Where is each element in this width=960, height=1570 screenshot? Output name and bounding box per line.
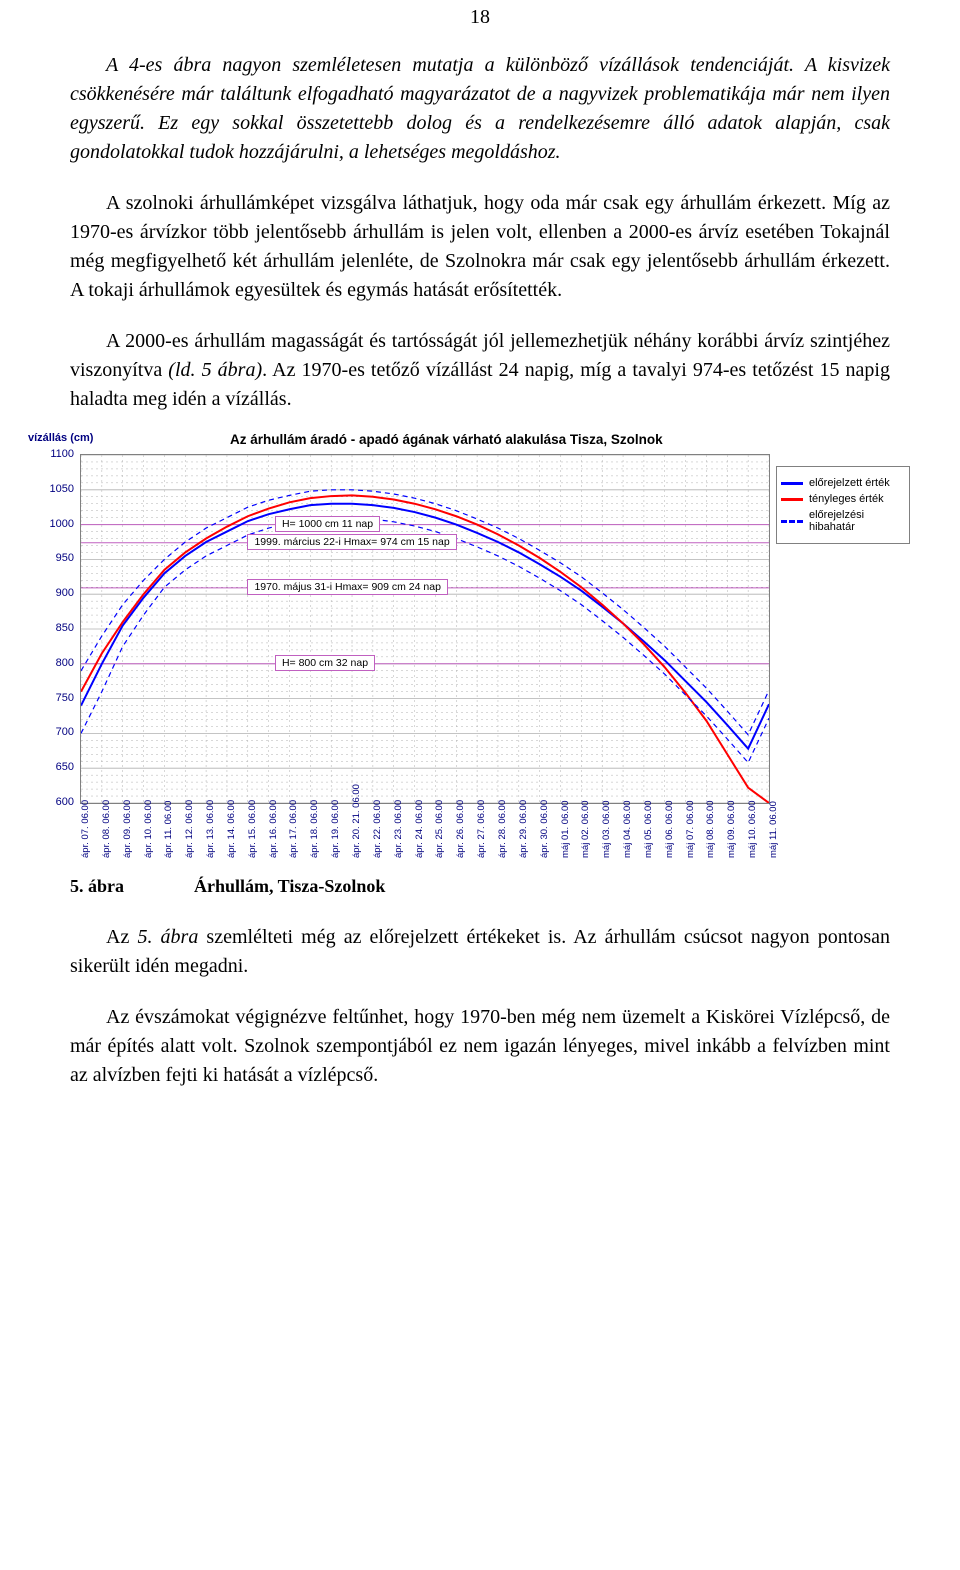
y-tick: 950: [56, 552, 74, 564]
y-tick: 650: [56, 761, 74, 773]
legend-item: előrejelzett érték: [781, 477, 905, 489]
x-tick: ápr. 10. 06.00: [143, 800, 154, 858]
x-tick: ápr. 26. 06.00: [455, 800, 466, 858]
x-tick: ápr. 15. 06.00: [247, 800, 258, 858]
annotation-box: H= 800 cm 32 nap: [275, 655, 375, 671]
x-tick: máj 01. 06.00: [560, 800, 571, 858]
x-tick: máj 07. 06.00: [685, 800, 696, 858]
y-tick: 600: [56, 796, 74, 808]
paragraph-3: A 2000-es árhullám magasságát és tartóss…: [70, 327, 890, 414]
x-tick: ápr. 18. 06.00: [309, 800, 320, 858]
x-tick: ápr. 07. 06.00: [80, 800, 91, 858]
y-tick: 900: [56, 587, 74, 599]
x-tick: máj 08. 06.00: [705, 800, 716, 858]
x-tick: ápr. 11. 06.00: [163, 801, 174, 858]
x-tick: máj 04. 06.00: [622, 800, 633, 858]
x-tick: ápr. 22. 06.00: [372, 800, 383, 858]
x-tick: ápr. 27. 06.00: [476, 800, 487, 858]
y-tick: 850: [56, 622, 74, 634]
x-tick: ápr. 16. 06.00: [268, 800, 279, 858]
x-tick: máj 10. 06.00: [747, 800, 758, 858]
legend-item: tényleges érték: [781, 493, 905, 505]
paragraph-4: Az 5. ábra szemlélteti még az előrejelze…: [70, 923, 890, 981]
plot-area: H= 1000 cm 11 nap 1999. március 22-i Hmax…: [80, 454, 770, 804]
x-tick: ápr. 17. 06.00: [288, 800, 299, 858]
figure-caption: 5. ábraÁrhullám, Tisza-Szolnok: [70, 876, 890, 897]
annotation-box: 1970. május 31-i Hmax= 909 cm 24 nap: [247, 579, 447, 595]
x-tick: ápr. 20. 21. 06.00: [351, 784, 362, 858]
y-tick: 1000: [50, 518, 74, 530]
x-tick: máj 06. 06.00: [664, 800, 675, 858]
x-tick-labels: ápr. 07. 06.00ápr. 08. 06.00ápr. 09. 06.…: [80, 808, 770, 866]
x-tick: ápr. 08. 06.00: [101, 800, 112, 858]
x-tick: ápr. 14. 06.00: [226, 800, 237, 858]
x-tick: ápr. 30. 06.00: [539, 800, 550, 858]
y-tick: 1100: [50, 448, 74, 460]
x-tick: ápr. 28. 06.00: [497, 800, 508, 858]
y-tick: 750: [56, 692, 74, 704]
x-tick: máj 09. 06.00: [726, 800, 737, 858]
y-tick: 700: [56, 726, 74, 738]
page-number: 18: [70, 6, 890, 29]
y-tick: 1050: [50, 483, 74, 495]
x-tick: ápr. 12. 06.00: [184, 800, 195, 858]
x-tick: ápr. 19. 06.00: [330, 800, 341, 858]
legend: előrejelzett érték tényleges érték előreje…: [776, 466, 910, 544]
y-axis-label: vízállás (cm): [28, 432, 93, 444]
x-tick: máj 03. 06.00: [601, 800, 612, 858]
x-tick: ápr. 13. 06.00: [205, 800, 216, 858]
chart: vízállás (cm) Az árhullám áradó - apadó …: [30, 436, 910, 866]
annotation-box: H= 1000 cm 11 nap: [275, 516, 380, 532]
x-tick: máj 05. 06.00: [643, 800, 654, 858]
x-tick: máj 02. 06.00: [580, 800, 591, 858]
x-tick: ápr. 25. 06.00: [434, 800, 445, 858]
x-tick: ápr. 24. 06.00: [414, 800, 425, 858]
x-tick: ápr. 23. 06.00: [393, 800, 404, 858]
y-tick-labels: 600650700750800850900950100010501100: [30, 454, 78, 804]
paragraph-5: Az évszámokat végignézve feltűnhet, hogy…: [70, 1003, 890, 1090]
paragraph-2: A szolnoki árhullámképet vizsgálva látha…: [70, 189, 890, 305]
paragraph-1: A 4-es ábra nagyon szemléletesen mutatja…: [70, 51, 890, 167]
figure-5: vízállás (cm) Az árhullám áradó - apadó …: [30, 436, 930, 866]
y-tick: 800: [56, 657, 74, 669]
x-tick: ápr. 29. 06.00: [518, 800, 529, 858]
x-tick: ápr. 09. 06.00: [122, 800, 133, 858]
x-tick: máj 11. 06.00: [768, 801, 779, 858]
legend-item: előrejelzési hibahatár: [781, 509, 905, 533]
chart-title: Az árhullám áradó - apadó ágának várható…: [230, 432, 663, 447]
page: 18 A 4-es ábra nagyon szemléletesen muta…: [0, 6, 960, 1152]
annotation-box: 1999. március 22-i Hmax= 974 cm 15 nap: [247, 534, 456, 550]
